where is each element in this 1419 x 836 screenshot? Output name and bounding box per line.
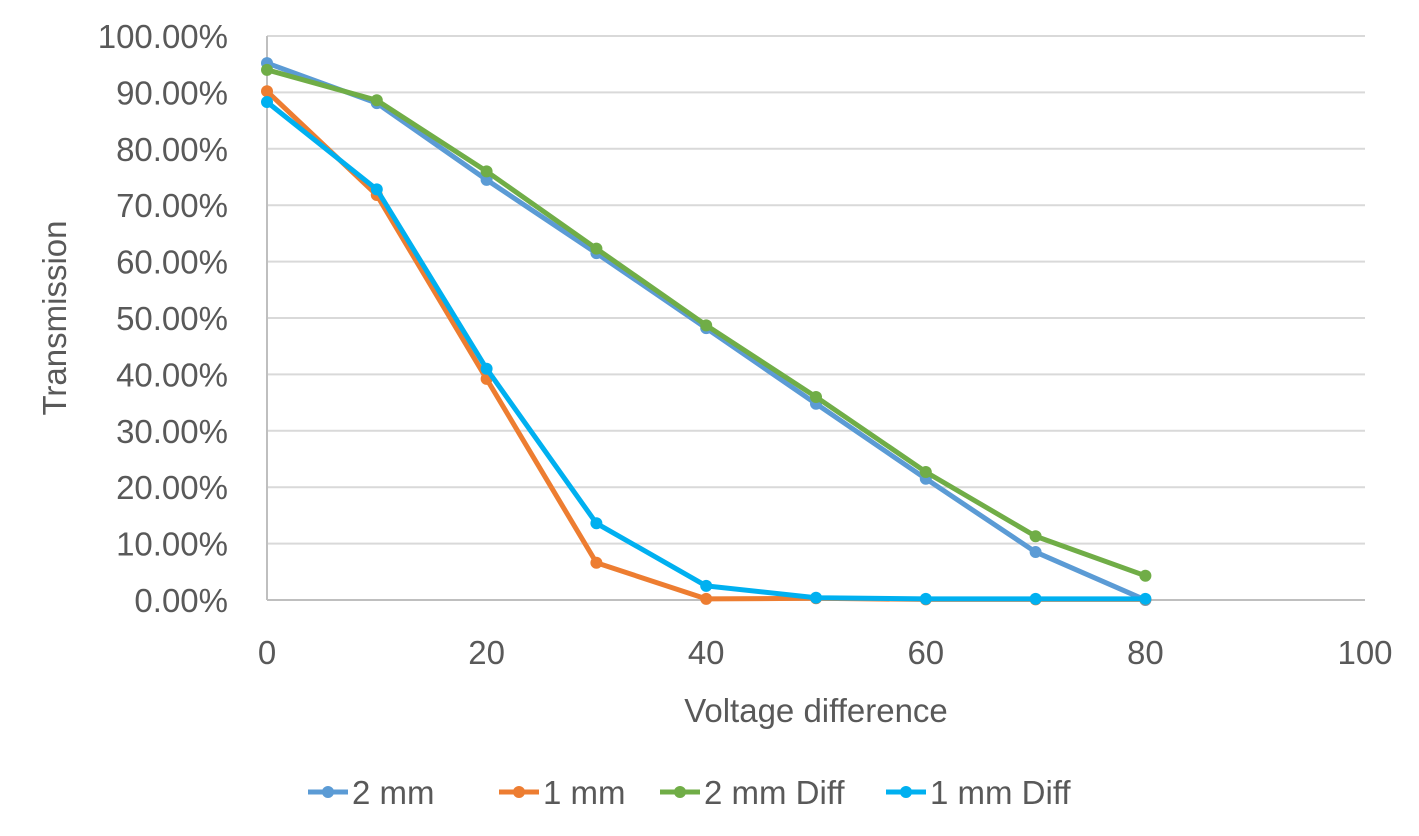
data-point <box>810 390 822 403</box>
data-point <box>590 242 603 255</box>
x-axis-title: Voltage difference <box>684 692 948 729</box>
data-point <box>1139 592 1152 605</box>
y-tick-label: 40.00% <box>116 356 228 393</box>
x-tick-label: 40 <box>688 634 725 671</box>
x-tick-label: 100 <box>1337 634 1392 671</box>
y-tick-label: 0.00% <box>134 582 228 619</box>
x-tick-label: 0 <box>258 634 276 671</box>
x-tick-label: 20 <box>468 634 505 671</box>
series-2-mm-diff <box>261 63 1152 582</box>
data-point <box>919 592 932 605</box>
x-tick-label: 60 <box>907 634 944 671</box>
data-point <box>1029 530 1042 543</box>
y-tick-label: 100.00% <box>98 18 228 55</box>
series-1-mm-diff <box>261 95 1152 605</box>
y-tick-label: 10.00% <box>116 526 228 563</box>
y-tick-label: 60.00% <box>116 244 228 281</box>
gridlines <box>267 35 1365 545</box>
y-tick-labels: 0.00% 10.00% 20.00% 30.00% 40.00% 50.00% 60.00… <box>98 18 228 619</box>
legend-label: 2 mm <box>352 774 435 811</box>
legend-marker <box>674 786 686 798</box>
y-tick-label: 30.00% <box>116 413 228 450</box>
y-axis-title: Transmission <box>36 221 73 416</box>
y-tick-label: 70.00% <box>116 187 228 224</box>
legend-label: 1 mm <box>543 774 626 811</box>
y-tick-label: 50.00% <box>116 300 228 337</box>
data-point <box>1029 546 1042 559</box>
legend-item: 1 mm Diff <box>886 774 1071 811</box>
data-point <box>370 183 383 196</box>
data-point <box>480 362 493 375</box>
y-tick-label: 80.00% <box>116 131 228 168</box>
data-point <box>261 63 273 76</box>
y-tick-label: 20.00% <box>116 469 228 506</box>
data-point <box>919 465 932 478</box>
legend-marker <box>900 786 912 798</box>
legend-item: 2 mm Diff <box>660 774 845 811</box>
data-point <box>480 173 493 186</box>
data-point <box>261 85 273 98</box>
data-point <box>810 591 822 604</box>
legend-label: 1 mm Diff <box>930 774 1071 811</box>
data-point <box>261 95 273 108</box>
data-point <box>700 579 713 592</box>
legend: 2 mm 1 mm 2 mm Diff 1 mm Diff <box>308 774 1071 811</box>
data-point <box>370 94 383 107</box>
legend-item: 2 mm <box>308 774 435 811</box>
data-point <box>1139 569 1152 582</box>
legend-marker <box>322 786 334 798</box>
legend-label: 2 mm Diff <box>704 774 845 811</box>
legend-item: 1 mm <box>499 774 626 811</box>
legend-marker <box>513 786 525 798</box>
data-point <box>700 592 713 605</box>
series-group <box>261 57 1152 606</box>
data-point <box>480 165 493 178</box>
data-point <box>590 556 603 569</box>
data-point <box>1029 592 1042 605</box>
y-tick-label: 90.00% <box>116 74 228 111</box>
data-point <box>700 319 713 332</box>
data-point <box>590 517 603 530</box>
x-tick-labels: 0 20 40 60 80 100 <box>258 634 1393 671</box>
x-tick-label: 80 <box>1127 634 1164 671</box>
